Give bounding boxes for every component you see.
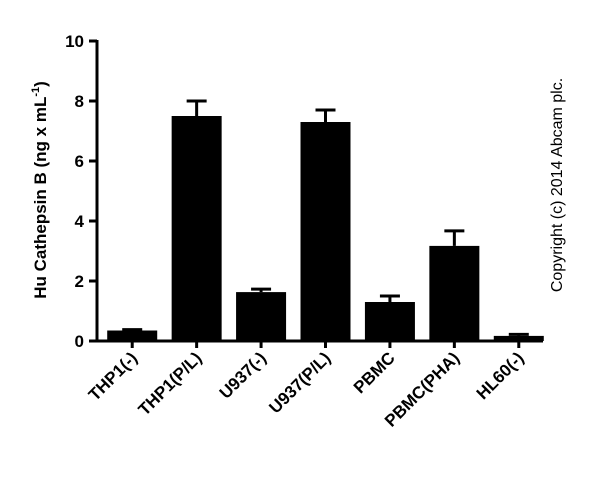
y-tick-label: 0 [75, 332, 84, 351]
y-tick-label: 2 [75, 272, 84, 291]
x-tick-label: THP1(-) [85, 348, 141, 404]
y-tick-label: 6 [75, 152, 84, 171]
y-tick-label: 4 [75, 212, 85, 231]
y-tick-label: 10 [65, 32, 84, 51]
y-axis-label: Hu Cathepsin B (ng x mL-1) [30, 81, 50, 299]
x-tick-label: U937(P/L) [265, 348, 334, 417]
y-label-sup: -1 [30, 87, 42, 97]
x-tick-label: THP1(P/L) [135, 348, 206, 419]
bar [236, 292, 287, 341]
x-tick-label: PBMC [350, 348, 399, 397]
bar [107, 330, 158, 341]
y-label-main: Hu Cathepsin B (ng x mL [31, 97, 50, 299]
bar [493, 335, 544, 341]
copyright: Copyright (c) 2014 Abcam plc. [549, 78, 566, 292]
bar [364, 302, 415, 341]
x-tick-label: HL60(-) [473, 348, 528, 403]
x-tick-label: U937(-) [216, 348, 270, 402]
bar [300, 122, 351, 341]
y-tick-label: 8 [75, 92, 84, 111]
y-label-end: ) [31, 81, 50, 87]
bar [429, 245, 480, 341]
bar [171, 116, 222, 341]
